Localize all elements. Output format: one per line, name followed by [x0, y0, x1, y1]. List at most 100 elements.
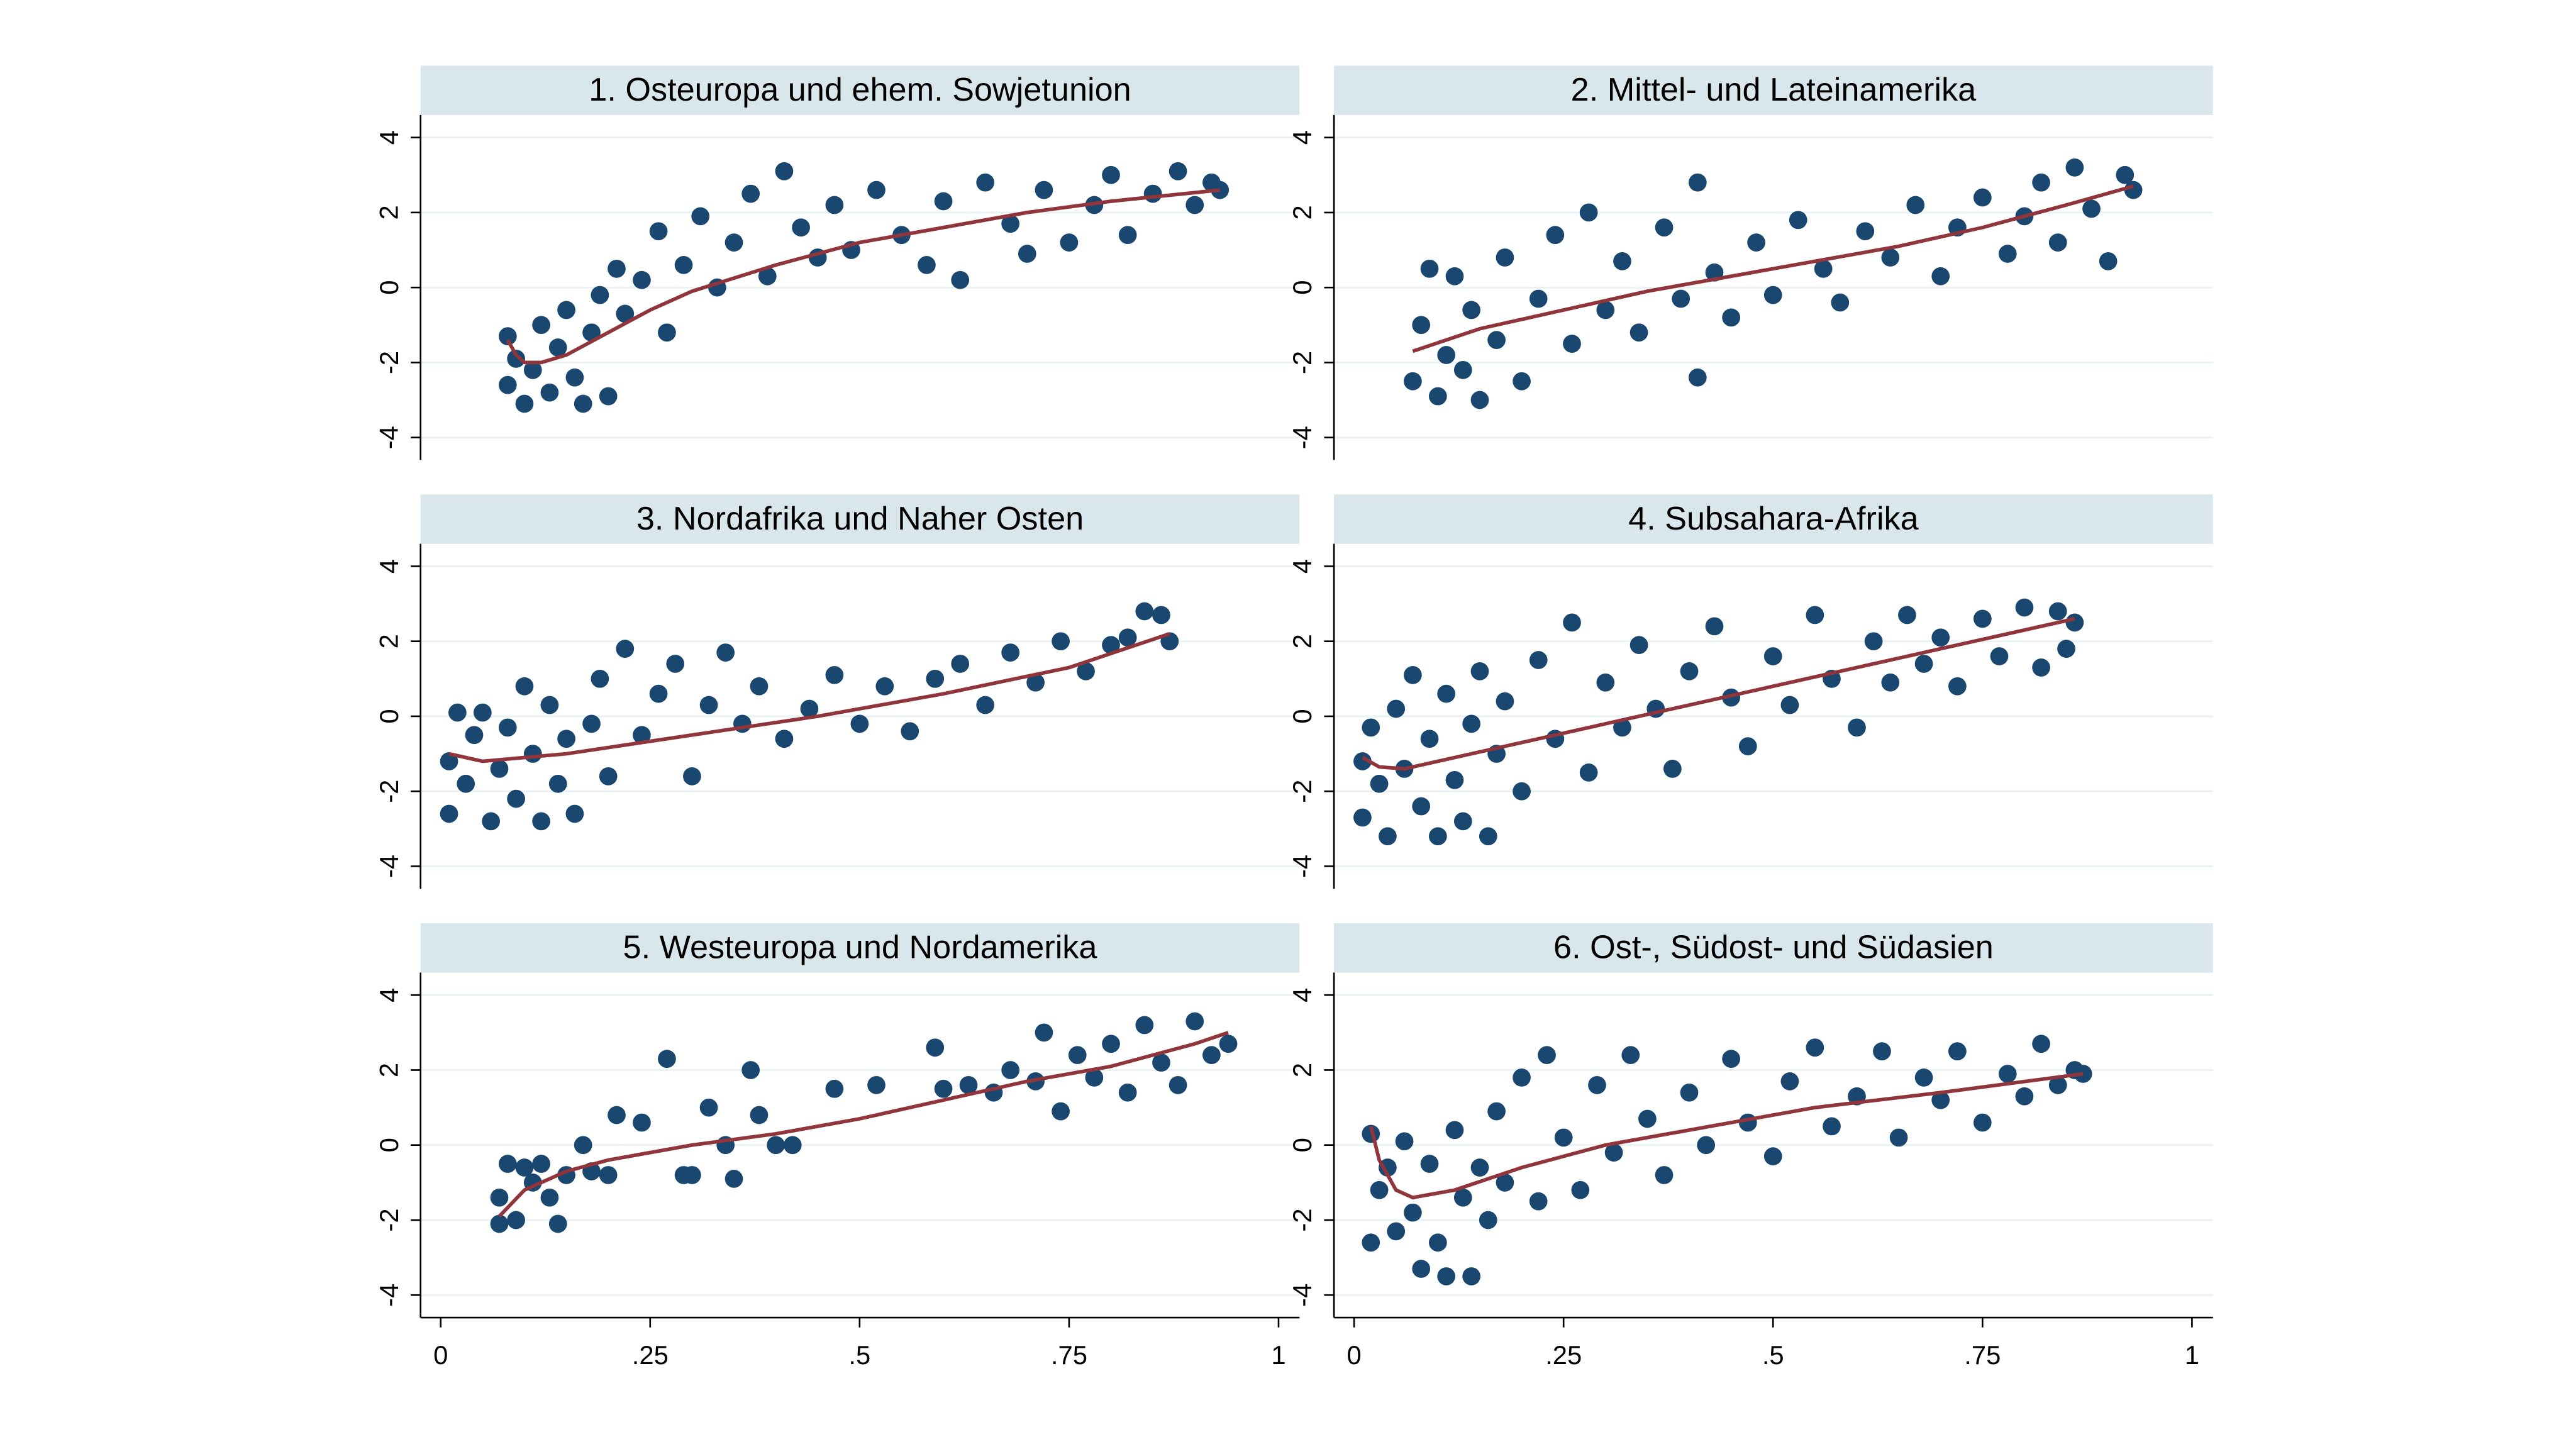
data-point [1973, 1113, 1992, 1132]
data-point [1738, 737, 1757, 756]
data-point [1780, 1072, 1799, 1091]
data-point [1629, 636, 1648, 655]
data-point [1579, 203, 1598, 222]
data-point [1412, 797, 1431, 816]
data-point [1806, 1038, 1824, 1057]
data-point [1102, 165, 1120, 184]
data-point [1596, 673, 1615, 692]
data-point [616, 640, 635, 658]
x-tick-label: .5 [1762, 1340, 1784, 1370]
data-point [1152, 1053, 1170, 1072]
data-point [498, 375, 517, 394]
data-point [498, 327, 517, 346]
data-point [716, 643, 735, 662]
data-point [699, 696, 718, 714]
data-point [1823, 1117, 1841, 1136]
y-tick-label: 2 [374, 205, 404, 219]
data-point [674, 255, 693, 274]
data-point [1453, 812, 1472, 831]
data-point [1412, 316, 1431, 335]
data-point [1202, 1046, 1221, 1064]
data-point [1881, 673, 1900, 692]
data-point [591, 669, 609, 688]
data-point [1026, 673, 1045, 692]
data-point [1638, 1109, 1657, 1128]
data-point [1219, 1035, 1238, 1053]
data-point [1596, 301, 1615, 319]
data-point [507, 789, 525, 808]
data-point [490, 1214, 509, 1233]
fit-line [1362, 617, 2075, 771]
panel-header [1334, 494, 2213, 544]
y-tick-label: 0 [374, 1138, 404, 1152]
panel-header [420, 923, 1300, 973]
y-tick-label: 2 [1287, 205, 1317, 219]
data-point [1496, 692, 1514, 711]
data-point [1428, 387, 1447, 406]
data-point [1428, 827, 1447, 846]
data-point [1470, 662, 1489, 680]
data-point [1353, 808, 1372, 827]
data-point [724, 1170, 743, 1188]
data-point [758, 267, 777, 286]
panel-title: 1. Osteuropa und ehem. Sowjetunion [589, 72, 1131, 108]
data-point [1655, 218, 1674, 237]
data-point [490, 760, 509, 778]
data-point [1462, 1267, 1481, 1285]
y-tick-label: -2 [1287, 1208, 1317, 1231]
data-point [1563, 335, 1581, 353]
panel-title: 3. Nordafrika und Naher Osten [636, 501, 1084, 537]
y-tick-label: -2 [1287, 780, 1317, 803]
data-point [691, 207, 710, 226]
data-point [440, 804, 458, 823]
data-point [976, 173, 995, 192]
data-point [2099, 252, 2118, 270]
data-point [465, 726, 484, 745]
data-point [2082, 199, 2101, 218]
y-tick-label: 4 [1287, 559, 1317, 574]
data-point [1035, 180, 1053, 199]
data-point [532, 1155, 550, 1173]
panel-title: 2. Mittel- und Lateinamerika [1571, 72, 1977, 108]
data-point [565, 368, 584, 387]
data-point [599, 1166, 618, 1184]
data-point [934, 192, 953, 211]
data-point [1604, 1143, 1623, 1162]
data-point [1412, 1260, 1431, 1278]
data-point [901, 722, 919, 741]
data-point [557, 730, 575, 748]
data-point [1538, 1046, 1556, 1064]
data-point [2048, 1075, 2067, 1094]
data-point [867, 180, 886, 199]
data-point [649, 222, 668, 241]
data-point [1487, 331, 1506, 349]
data-point [532, 812, 550, 831]
data-point [2032, 1035, 2050, 1053]
data-point [1453, 1188, 1472, 1207]
data-point [1588, 1075, 1606, 1094]
y-tick-label: 0 [374, 709, 404, 723]
data-point [1370, 1180, 1389, 1199]
data-point [1688, 173, 1707, 192]
data-point [741, 184, 760, 203]
data-point [1688, 368, 1707, 387]
data-point [1990, 647, 2009, 665]
data-point [1169, 1075, 1187, 1094]
data-point [1898, 606, 1916, 625]
data-point [1420, 730, 1439, 748]
data-point [448, 703, 467, 722]
data-point [1998, 1065, 2017, 1083]
y-tick-label: 2 [374, 634, 404, 648]
data-point [1722, 1050, 1741, 1068]
data-point [658, 323, 676, 342]
data-point [1529, 651, 1548, 669]
data-point [1948, 1042, 1967, 1061]
data-point [1629, 323, 1648, 342]
data-point [850, 714, 869, 733]
data-point [1546, 226, 1565, 245]
data-point [1169, 162, 1187, 180]
data-point [1763, 1147, 1782, 1165]
data-point [507, 1211, 525, 1230]
data-point [666, 655, 685, 673]
